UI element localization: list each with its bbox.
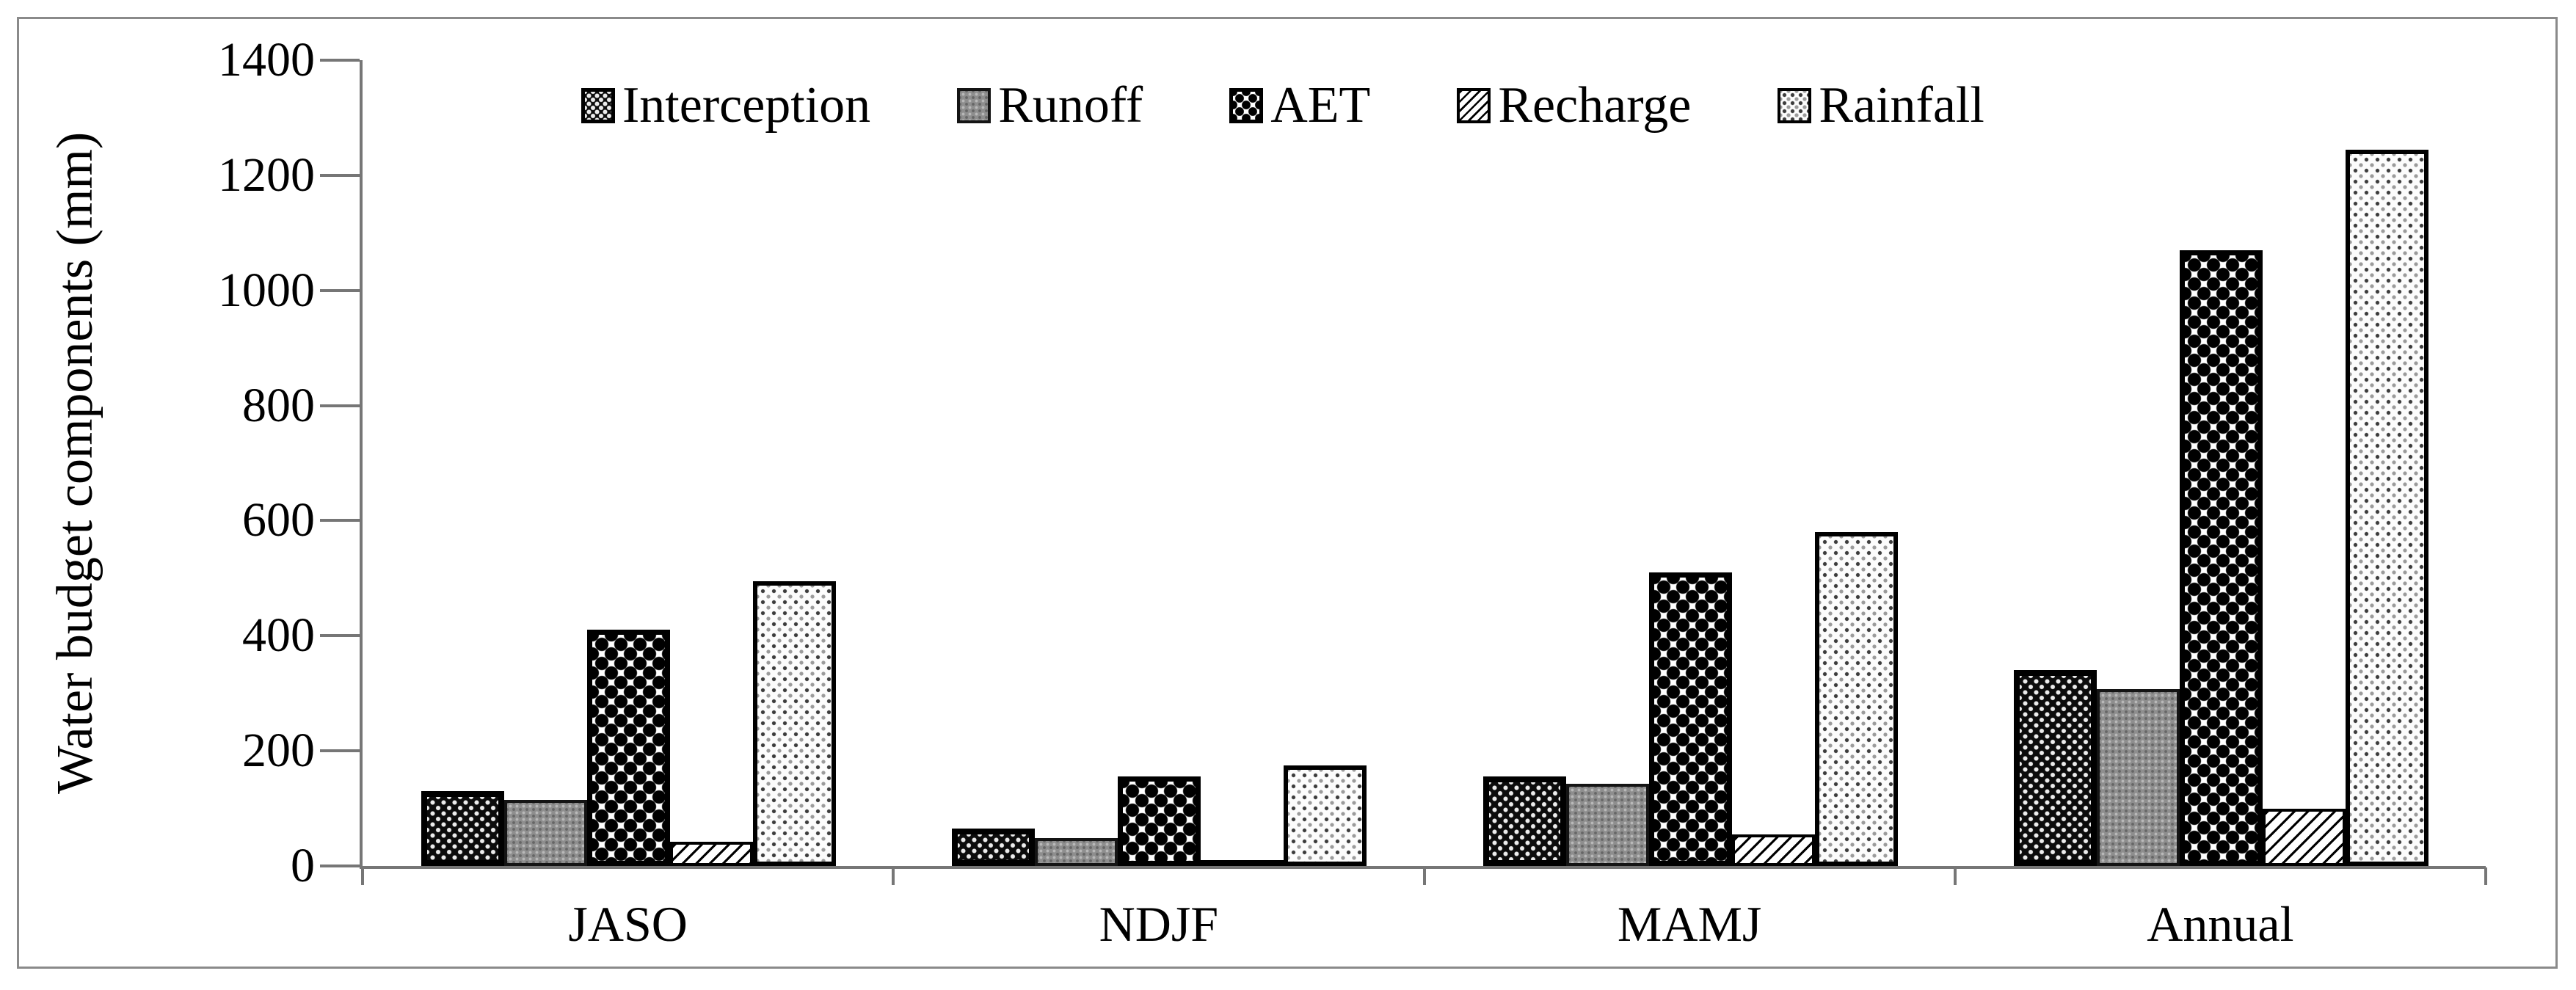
- y-axis-tick-label: 0: [291, 839, 315, 892]
- legend-item-runoff: Runoff: [957, 75, 1143, 137]
- y-axis-tick-label: 1200: [218, 148, 315, 202]
- bar-recharge-ndjf: [1201, 860, 1284, 866]
- bar-runoff-mamj: [1565, 783, 1649, 866]
- bar-aet-annual: [2179, 250, 2263, 866]
- x-axis-tick: [892, 867, 895, 885]
- y-axis-tick: [320, 288, 360, 292]
- bar-interception-annual: [2013, 670, 2097, 866]
- y-axis-tick-label: 1000: [218, 263, 315, 317]
- x-axis-tick: [2484, 867, 2487, 885]
- legend-item-rainfall: Rainfall: [1778, 75, 1984, 137]
- legend-swatch-icon: [581, 88, 615, 123]
- bar-aet-mamj: [1648, 572, 1732, 866]
- legend-item-aet: AET: [1229, 75, 1370, 137]
- legend-item-recharge: Recharge: [1457, 75, 1691, 137]
- y-axis-tick: [320, 865, 360, 867]
- bar-rainfall-ndjf: [1284, 765, 1367, 866]
- legend-item-interception: Interception: [581, 75, 870, 137]
- y-axis-tick: [320, 59, 360, 62]
- legend: Interception Runoff AET Recharge Rainfall: [581, 75, 1984, 137]
- bar-runoff-jaso: [504, 799, 587, 866]
- legend-label: AET: [1270, 77, 1371, 134]
- plot-area: 0 200 400 600 800 1000 1200 1400 JASO NDJF MAMJ Ann…: [218, 33, 2487, 952]
- bar-recharge-jaso: [670, 842, 753, 866]
- bar-runoff-ndjf: [1035, 838, 1118, 866]
- y-axis-tick: [320, 519, 360, 523]
- bar-recharge-annual: [2262, 808, 2346, 866]
- x-axis-tick: [361, 867, 364, 885]
- y-axis-tick: [320, 634, 360, 638]
- y-axis-tick-label: 600: [242, 493, 315, 547]
- y-axis-tick-label: 1400: [218, 33, 315, 87]
- x-axis-tick: [1953, 867, 1957, 885]
- y-axis-tick: [320, 749, 360, 753]
- legend-label: Interception: [622, 77, 871, 134]
- bar-aet-ndjf: [1118, 776, 1201, 866]
- legend-swatch-icon: [1229, 88, 1264, 123]
- legend-label: Runoff: [998, 77, 1143, 134]
- x-axis-tick: [1422, 867, 1426, 885]
- bar-interception-jaso: [421, 791, 504, 866]
- bar-aet-jaso: [587, 630, 670, 866]
- legend-label: Rainfall: [1819, 77, 1984, 134]
- x-axis-category-label: NDJF: [1099, 896, 1219, 952]
- legend-swatch-icon: [1778, 88, 1812, 123]
- bar-interception-ndjf: [952, 829, 1036, 866]
- y-axis-tick-label: 400: [242, 608, 315, 663]
- x-axis-category-label: MAMJ: [1617, 896, 1762, 952]
- bar-interception-mamj: [1482, 776, 1566, 866]
- y-axis-tick-label: 200: [242, 724, 315, 778]
- y-axis-tick-label: 800: [242, 378, 315, 432]
- legend-swatch-icon: [957, 88, 992, 123]
- bar-recharge-mamj: [1731, 834, 1815, 866]
- y-axis-tick: [320, 404, 360, 407]
- legend-label: Recharge: [1498, 77, 1692, 134]
- bar-runoff-annual: [2096, 689, 2180, 866]
- y-axis-tick: [320, 173, 360, 177]
- legend-swatch-icon: [1457, 88, 1491, 123]
- x-axis-category-label: JASO: [568, 896, 688, 952]
- bar-rainfall-jaso: [753, 580, 836, 866]
- bar-rainfall-mamj: [1814, 532, 1898, 866]
- x-axis-category-label: Annual: [2147, 896, 2294, 952]
- bar-rainfall-annual: [2345, 149, 2428, 866]
- y-axis-title: Water budget components (mm): [47, 131, 103, 795]
